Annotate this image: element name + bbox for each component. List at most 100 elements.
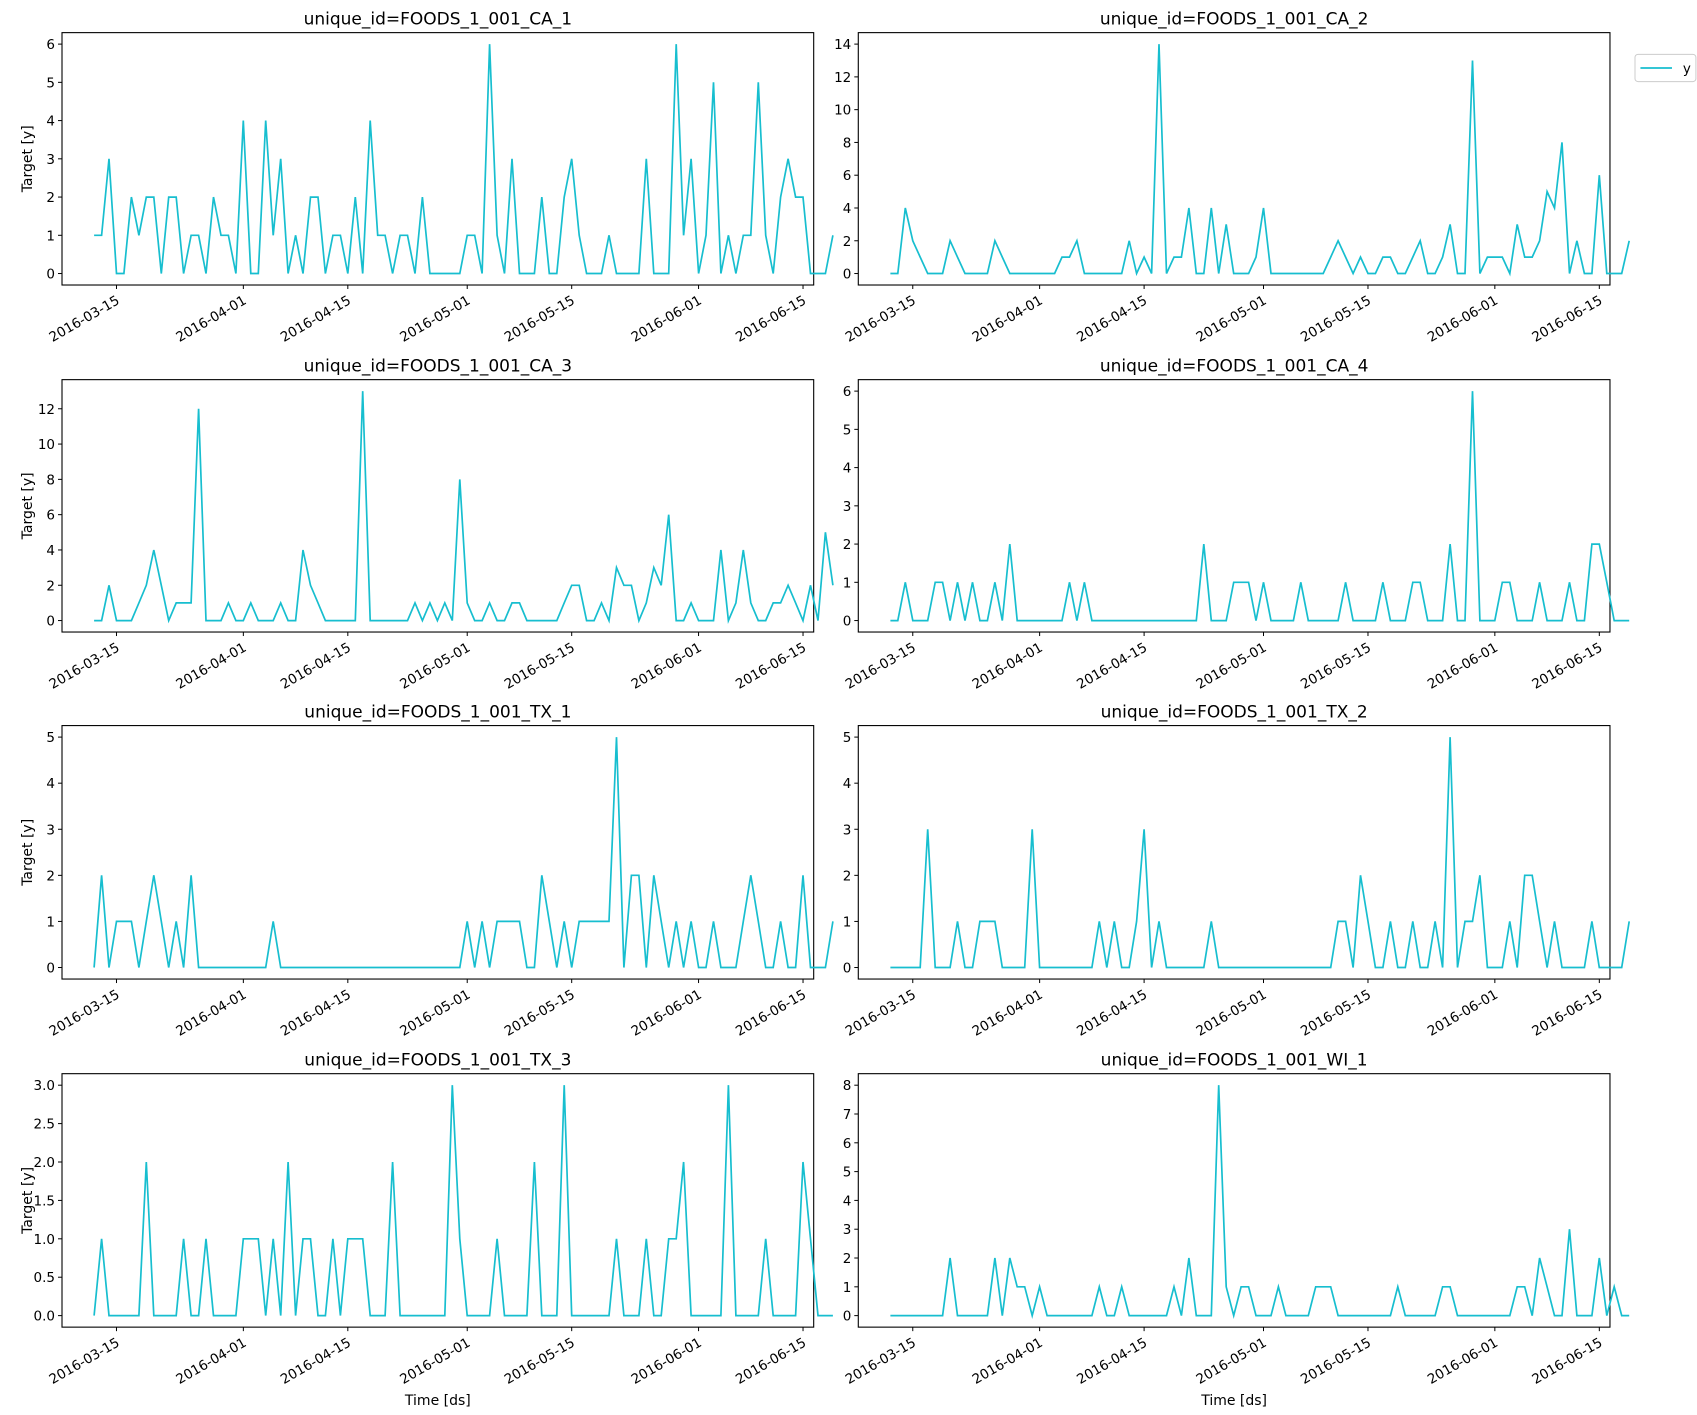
y-tick-label: 0 [843,1309,852,1325]
subplot-8: unique_id=FOODS_1_001_WI_1 0 1 2 3 4 5 6 7 8 2016-… [843,1051,1630,1409]
y-axis-label: Target [y] [20,819,36,887]
y-tick-label: 4 [46,543,55,559]
axes-frame [857,32,1611,286]
x-tick-label: 2016-04-01 [970,987,1046,1040]
x-tick-label: 2016-03-15 [843,1335,919,1388]
y-tick-label: 1.0 [34,1232,55,1248]
y-tick-label: 0 [46,267,55,283]
x-tick-label: 2016-06-15 [733,987,809,1040]
y-tick-label: 2 [46,868,55,884]
y-tick-label: 0.0 [34,1309,55,1325]
x-tick-label: 2016-06-15 [733,293,809,346]
x-tick-label: 2016-05-15 [1298,987,1374,1040]
x-tick-label: 2016-05-01 [397,987,473,1040]
x-tick-label: 2016-04-01 [970,1335,1046,1388]
x-tick-label: 2016-03-15 [47,640,123,693]
x-tick-label: 2016-05-01 [1194,640,1270,693]
x-tick-label: 2016-05-01 [397,293,473,346]
y-tick-label: 14 [834,37,851,53]
y-axis-label: Target [y] [20,472,36,540]
y-tick-label: 2 [46,190,55,206]
legend: y [1634,53,1697,83]
series-line-y [93,1085,833,1317]
x-tick-label: 2016-03-15 [843,293,919,346]
y-tick-label: 8 [46,472,55,488]
y-tick-label: 6 [843,384,852,400]
subplot-title: unique_id=FOODS_1_001_TX_2 [1101,703,1368,723]
y-tick-label: 0 [46,614,55,630]
y-tick-label: 10 [834,103,851,119]
subplot-title: unique_id=FOODS_1_001_CA_2 [1100,10,1369,30]
x-tick-label: 2016-05-15 [502,640,578,693]
x-tick-label: 2016-04-15 [1074,987,1150,1040]
x-tick-label: 2016-06-01 [629,1335,705,1388]
subplot-7: unique_id=FOODS_1_001_TX_3 0.0 0.5 1.0 1.5 2.… [20,1051,833,1409]
x-tick-label: 2016-04-01 [173,293,249,346]
y-tick-label: 1 [843,1280,852,1296]
y-tick-label: 2 [46,578,55,594]
x-tick-label: 2016-06-15 [1529,1335,1605,1388]
series-line-y [890,737,1631,969]
y-tick-label: 4 [46,776,55,792]
x-tick-label: 2016-06-01 [1425,293,1501,346]
subplot-5: unique_id=FOODS_1_001_TX_1 0 1 2 3 4 5 2016-03-… [20,703,834,1040]
y-tick-label: 3 [46,152,55,168]
series-line-y [890,44,1631,277]
series-line-y [890,1085,1630,1319]
x-tick-label: 2016-06-01 [629,987,705,1040]
x-tick-label: 2016-06-01 [1425,1335,1501,1388]
y-tick-label: 7 [843,1107,852,1123]
series-line-y [94,44,834,275]
y-tick-label: 2 [843,1251,852,1267]
x-tick-label: 2016-04-01 [173,987,249,1040]
x-tick-label: 2016-04-15 [278,640,354,693]
legend-label: y [1683,61,1691,77]
x-tick-label: 2016-03-15 [843,640,919,693]
x-tick-label: 2016-03-15 [843,987,919,1040]
subplot-2: unique_id=FOODS_1_001_CA_2 0 2 4 6 8 10 12 14 201… [834,10,1631,346]
x-tick-label: 2016-04-01 [173,640,249,693]
y-tick-label: 1 [46,914,55,930]
x-tick-label: 2016-05-15 [502,293,578,346]
y-tick-label: 4 [843,1193,852,1209]
y-tick-label: 5 [46,75,55,91]
x-tick-label: 2016-04-01 [970,293,1046,346]
y-axis-label: Target [y] [20,125,36,193]
subplot-3: unique_id=FOODS_1_001_CA_3 0 2 4 6 8 10 12 2016-… [20,357,834,693]
y-tick-label: 0.5 [34,1270,55,1286]
x-tick-label: 2016-06-15 [1529,640,1605,693]
x-tick-label: 2016-04-15 [278,293,354,346]
y-tick-label: 1 [843,914,852,930]
subplot-title: unique_id=FOODS_1_001_TX_3 [304,1051,571,1071]
axes-frame [857,379,1611,633]
y-tick-label: 10 [38,437,55,453]
y-tick-label: 6 [46,508,55,524]
y-tick-label: 1 [46,228,55,244]
x-axis-label: Time [ds] [404,1393,471,1409]
x-tick-label: 2016-06-01 [629,293,705,346]
axes-frame [857,1073,1611,1328]
x-tick-label: 2016-04-15 [278,1335,354,1388]
y-tick-label: 2.5 [34,1117,55,1133]
y-tick-label: 1 [843,575,852,591]
y-tick-label: 6 [46,37,55,53]
axes-frame [61,379,815,633]
x-tick-label: 2016-05-15 [1298,640,1374,693]
x-tick-label: 2016-03-15 [47,293,123,346]
y-tick-label: 4 [843,461,852,477]
x-tick-label: 2016-05-15 [1298,293,1374,346]
x-tick-label: 2016-04-15 [1074,640,1150,693]
x-tick-label: 2016-04-01 [970,640,1046,693]
subplot-title: unique_id=FOODS_1_001_TX_1 [304,703,571,723]
y-tick-label: 12 [38,402,55,418]
y-tick-label: 6 [843,168,852,184]
axes-frame [61,725,815,980]
y-tick-label: 4 [46,114,55,130]
y-tick-label: 5 [843,1165,852,1181]
y-tick-label: 3 [843,1222,852,1238]
y-tick-label: 6 [843,1136,852,1152]
y-tick-label: 5 [46,730,55,746]
x-tick-label: 2016-06-15 [733,640,809,693]
